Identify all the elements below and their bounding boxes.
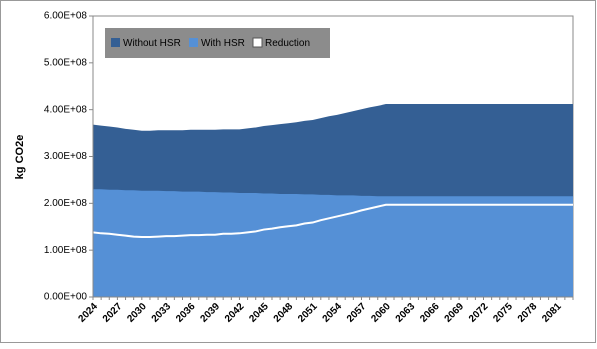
y-tick-label: 3.00E+08 <box>44 151 88 162</box>
y-tick-label: 4.00E+08 <box>44 104 88 115</box>
y-axis-label: kg CO2e <box>14 135 26 180</box>
legend-swatch <box>111 38 120 47</box>
line <box>92 203 573 239</box>
y-tick-label: 0.00E+00 <box>44 292 88 303</box>
y-tick-label: 6.00E+08 <box>44 11 88 22</box>
legend-label: With HSR <box>201 38 245 49</box>
y-tick-label: 5.00E+08 <box>44 57 88 68</box>
legend-label: Reduction <box>265 38 310 49</box>
y-tick-label: 2.00E+08 <box>44 198 88 209</box>
y-tick-label: 1.00E+08 <box>44 245 88 256</box>
area <box>93 189 573 297</box>
legend-box <box>105 28 330 58</box>
legend-swatch <box>252 37 263 48</box>
legend-swatch <box>189 38 198 47</box>
legend-label: Without HSR <box>123 38 181 49</box>
